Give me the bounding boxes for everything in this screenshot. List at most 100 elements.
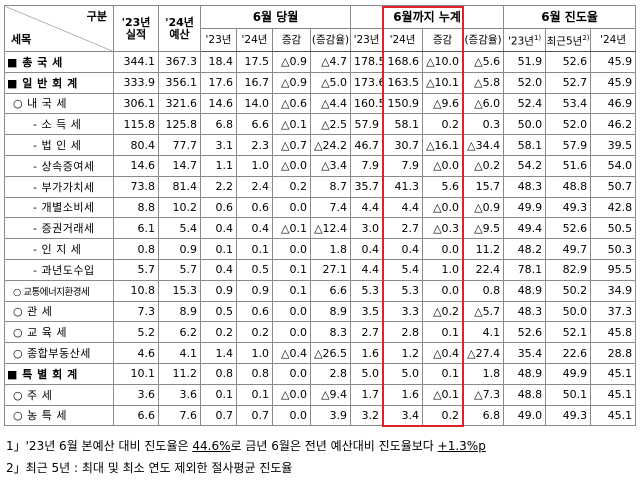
- value-cell: 14.7: [158, 154, 201, 177]
- value-cell: 5.6: [422, 175, 464, 198]
- value-cell: 45.9: [590, 51, 637, 73]
- value-cell: 0.4: [350, 238, 384, 260]
- corner-cell: 구분 세목: [4, 5, 114, 52]
- value-cell: 0.8: [236, 362, 273, 385]
- value-cell: 0.3: [462, 113, 505, 136]
- row-label: - 과년도수입: [4, 258, 114, 281]
- value-cell: 4.4: [350, 196, 384, 219]
- value-cell: 16.7: [236, 71, 273, 94]
- value-cell: △0.1: [272, 217, 311, 240]
- value-cell: 10.8: [113, 279, 159, 302]
- value-cell: 333.9: [113, 71, 159, 94]
- value-cell: 0.0: [272, 321, 311, 344]
- value-cell: 0.5: [200, 300, 237, 323]
- value-cell: △9.4: [309, 383, 352, 406]
- value-cell: 178.5: [350, 51, 384, 73]
- value-cell: 51.6: [545, 154, 592, 177]
- value-cell: 5.7: [158, 258, 201, 281]
- row-label: ○ 교 육 세: [4, 321, 114, 344]
- value-cell: 17.6: [200, 71, 237, 94]
- value-cell: △0.9: [462, 196, 505, 219]
- value-cell: △6.0: [462, 92, 505, 115]
- header-row: '23년 '24년 증감 (증감율) '23년 '24년 증감 (증감율) '23년1) 최근5년…: [5, 28, 637, 52]
- row-label: - 상속증여세: [4, 154, 114, 177]
- value-cell: 0.1: [200, 238, 237, 260]
- value-cell: 48.9: [503, 279, 547, 302]
- value-cell: △27.4: [462, 342, 505, 364]
- value-cell: 42.8: [590, 196, 637, 219]
- data-row: ○ 종합부동산세 4.6 4.1 1.4 1.0 △0.4 △26.5 1.6 1.2 △0.4 △…: [4, 342, 637, 364]
- data-row: ○ 관 세 7.3 8.9 0.5 0.6 0.0 8.9 3.5 3.3 △0.2 △5.7 48.…: [4, 300, 637, 323]
- value-cell: 77.7: [158, 134, 201, 156]
- value-cell: △4.7: [309, 51, 352, 73]
- value-cell: 3.5: [350, 300, 384, 323]
- value-cell: 1.7: [350, 383, 384, 406]
- header-cell: '24년 예산: [158, 5, 201, 52]
- value-cell: 35.4: [503, 342, 547, 364]
- data-row: ■ 총 국 세 344.1 367.3 18.4 17.5 △0.9 △4.7 178.5 16…: [4, 51, 637, 73]
- value-cell: 2.4: [236, 175, 273, 198]
- value-cell: 54.0: [590, 154, 637, 177]
- data-row: ○ 농 특 세 6.6 7.6 0.7 0.7 0.0 3.9 3.2 3.4 0.2 6.8 49.…: [4, 404, 637, 427]
- data-row: ■ 일 반 회 계 333.9 356.1 17.6 16.7 △0.9 △5.0 173.6…: [4, 71, 637, 94]
- value-cell: 57.9: [545, 134, 592, 156]
- note-mark: 1): [533, 34, 542, 43]
- value-cell: 52.6: [545, 217, 592, 240]
- value-cell: 1.1: [200, 154, 237, 177]
- value-cell: 22.6: [545, 342, 592, 364]
- data-row: ○ 교통에너지환경세 10.8 15.3 0.9 0.9 0.1 6.6 5.3 5.3 0.0 0…: [4, 279, 637, 302]
- value-cell: 6.8: [462, 404, 505, 427]
- value-cell: △0.4: [272, 342, 311, 364]
- value-cell: 52.6: [545, 51, 592, 73]
- value-cell: 45.1: [590, 362, 637, 385]
- value-cell: 173.6: [350, 71, 384, 94]
- group-header: 6월까지 누계: [350, 5, 505, 29]
- data-row: - 부가가치세 73.8 81.4 2.2 2.4 0.2 8.7 35.7 41.3 5.6 15…: [4, 175, 637, 198]
- value-cell: 1.0: [236, 342, 273, 364]
- value-cell: △0.0: [422, 154, 464, 177]
- row-label: ■ 일 반 회 계: [4, 71, 114, 94]
- table-wrap: 구분 세목 '23년 실적 '24년 예산 6월 당월 6월까지 누계 6월 진도율 '23년…: [4, 5, 637, 428]
- data-row: - 법 인 세 80.4 77.7 3.1 2.3 △0.7 △24.2 46.7 30.7 △1…: [4, 134, 637, 156]
- value-cell: 14.0: [236, 92, 273, 115]
- sub-header: 증감: [422, 28, 464, 52]
- value-cell: 50.2: [545, 279, 592, 302]
- value-cell: 46.7: [350, 134, 384, 156]
- value-cell: 41.3: [382, 175, 424, 198]
- value-cell: 6.1: [113, 217, 159, 240]
- value-cell: △10.0: [422, 51, 464, 73]
- row-label: ○ 관 세: [4, 300, 114, 323]
- value-cell: 50.0: [503, 113, 547, 136]
- footnote-part: 1」'23년 6월 본예산 대비 진도율은: [6, 439, 193, 453]
- value-cell: △0.1: [272, 113, 311, 136]
- value-cell: 0.6: [200, 196, 237, 219]
- value-cell: 7.3: [113, 300, 159, 323]
- value-cell: △0.2: [422, 300, 464, 323]
- value-cell: 0.8: [113, 238, 159, 260]
- value-cell: 58.1: [503, 134, 547, 156]
- value-cell: 321.6: [158, 92, 201, 115]
- row-label: ■ 총 국 세: [4, 51, 114, 73]
- value-cell: △0.2: [462, 154, 505, 177]
- footnote-part: 44.6%: [192, 439, 231, 453]
- value-cell: 344.1: [113, 51, 159, 73]
- value-cell: 82.9: [545, 258, 592, 281]
- value-cell: 49.0: [503, 404, 547, 427]
- value-cell: △0.3: [422, 217, 464, 240]
- value-cell: 10.2: [158, 196, 201, 219]
- value-cell: 49.9: [503, 196, 547, 219]
- table-body: ■ 총 국 세 344.1 367.3 18.4 17.5 △0.9 △4.7 178.5 16…: [4, 51, 637, 427]
- sub-header: (증감율): [462, 28, 505, 52]
- value-cell: 6.6: [113, 404, 159, 427]
- value-cell: 52.7: [545, 71, 592, 94]
- value-cell: 168.6: [382, 51, 424, 73]
- value-cell: 0.4: [200, 258, 237, 281]
- corner-bottom: 세목: [11, 33, 32, 46]
- value-cell: △0.9: [272, 71, 311, 94]
- value-cell: 0.1: [422, 362, 464, 385]
- value-cell: △10.1: [422, 71, 464, 94]
- value-cell: 0.0: [272, 196, 311, 219]
- value-cell: 0.8: [200, 362, 237, 385]
- value-cell: 1.8: [309, 238, 352, 260]
